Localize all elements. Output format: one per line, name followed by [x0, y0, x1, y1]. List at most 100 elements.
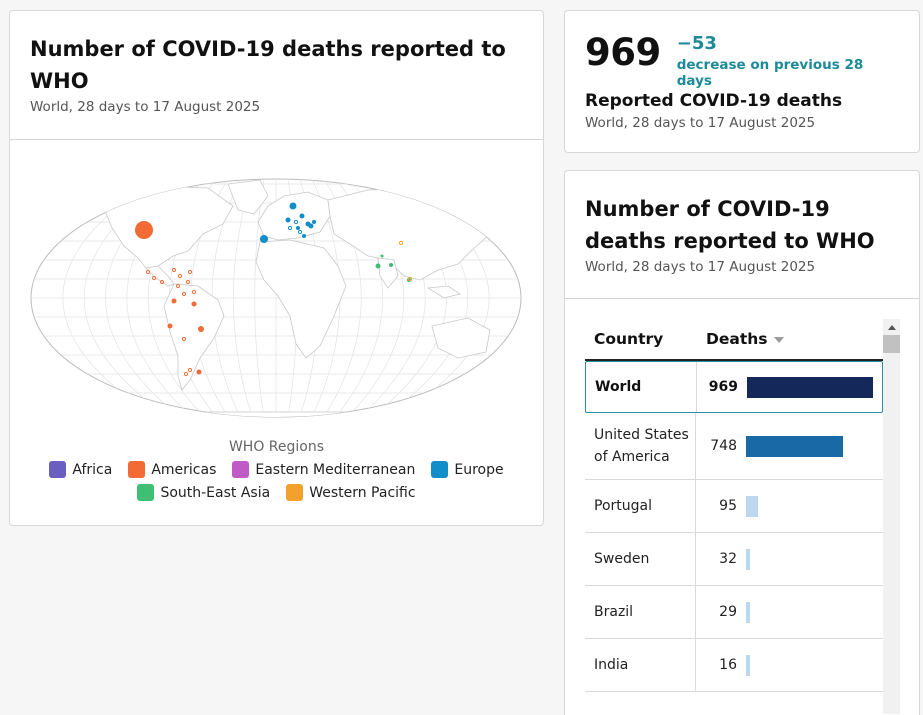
legend-swatch [137, 484, 155, 501]
table-row[interactable]: India 16 [585, 639, 883, 692]
map-point-americas[interactable] [191, 301, 197, 307]
kpi-card: 969 −53 decrease on previous 28 days Rep… [564, 10, 920, 153]
deaths-bar [746, 654, 750, 676]
world-map[interactable] [28, 176, 524, 421]
map-point-sea[interactable] [380, 254, 384, 258]
table-row-selected[interactable]: World 969 [585, 361, 883, 413]
map-point-sweden[interactable] [289, 202, 297, 210]
cell-country: Sweden [585, 533, 696, 585]
legend-item-americas[interactable]: Americas [128, 461, 216, 478]
map-point-sea[interactable] [389, 263, 393, 267]
cell-country: Brazil [585, 586, 696, 638]
map-point-americas[interactable] [183, 371, 189, 377]
cell-country: Portugal [585, 480, 696, 532]
cell-bar [746, 480, 883, 532]
table-row[interactable]: Portugal 95 [585, 480, 883, 533]
cell-bar [746, 639, 883, 691]
map-point-americas[interactable] [177, 273, 183, 279]
map-point-europe[interactable] [296, 226, 300, 230]
legend-item-eastern-mediterranean[interactable]: Eastern Mediterranean [232, 461, 415, 478]
map-point-americas[interactable] [196, 369, 202, 375]
map-point-americas[interactable] [191, 289, 197, 295]
deaths-bar [747, 376, 873, 398]
legend-row-1: Africa Americas Eastern Mediterranean Eu… [10, 461, 543, 478]
map-point-americas[interactable] [181, 291, 187, 297]
map-point-europe[interactable] [299, 213, 305, 219]
legend-item-africa[interactable]: Africa [49, 461, 112, 478]
legend-swatch [431, 461, 449, 478]
kpi-change: −53 decrease on previous 28 days [676, 31, 899, 90]
cell-deaths-value: 748 [710, 438, 737, 454]
map-point-americas[interactable] [171, 298, 177, 304]
map-point-europe[interactable] [285, 217, 291, 223]
map-point-europe[interactable] [302, 234, 306, 238]
kpi-label: Reported COVID-19 deaths [585, 91, 843, 111]
table-card-header: Number of COVID-19 deaths reported to WH… [565, 171, 919, 299]
deaths-table: Country Deaths World 969 United States of … [585, 319, 883, 692]
map-point-americas[interactable] [198, 326, 204, 332]
table-scrollbar[interactable] [883, 319, 900, 714]
scroll-up-button[interactable] [883, 319, 900, 335]
map-point-portugal[interactable] [260, 235, 268, 243]
cell-bar [746, 586, 883, 638]
cell-country: United States of America [585, 413, 696, 479]
deaths-bar [746, 435, 843, 457]
map-point-europe[interactable] [293, 219, 299, 225]
map-point-americas[interactable] [181, 336, 187, 342]
table-row[interactable]: Brazil 29 [585, 586, 883, 639]
map-point-americas[interactable] [159, 279, 165, 285]
column-header-deaths[interactable]: Deaths [696, 330, 784, 348]
table-header: Country Deaths [585, 319, 883, 361]
cell-country: World [586, 362, 697, 412]
map-point-americas[interactable] [167, 323, 173, 329]
map-point-europe[interactable] [287, 225, 293, 231]
table-row[interactable]: Sweden 32 [585, 533, 883, 586]
map-title: Number of COVID-19 deaths reported to WH… [30, 37, 506, 93]
kpi-delta: −53 [676, 33, 717, 54]
legend-label: Africa [72, 461, 113, 478]
legend-swatch [49, 461, 67, 478]
cell-deaths-value: 95 [719, 498, 737, 514]
legend-item-europe[interactable]: Europe [431, 461, 504, 478]
map-point-wpac[interactable] [407, 276, 413, 282]
map-point-europe[interactable] [297, 229, 303, 235]
map-point-india[interactable] [375, 263, 381, 269]
kpi-subtitle: World, 28 days to 17 August 2025 [585, 115, 816, 131]
cell-bar [747, 362, 882, 412]
deaths-bar [746, 548, 750, 570]
cell-bar [746, 533, 883, 585]
scroll-up-icon [887, 324, 896, 330]
legend-label: Americas [151, 461, 217, 478]
map-point-usa[interactable] [135, 221, 153, 239]
legend-label: South-East Asia [160, 484, 271, 501]
map-point-wpac[interactable] [398, 240, 404, 246]
table-title: Number of COVID-19 deaths reported to WH… [585, 197, 875, 253]
map-subtitle: World, 28 days to 17 August 2025 [30, 99, 261, 115]
map-point-europe[interactable] [308, 223, 314, 229]
table-body: World 969 United States of America 748 Portu… [585, 361, 883, 692]
legend-row-2: South-East Asia Western Pacific [10, 484, 543, 501]
cell-country: India [585, 639, 696, 691]
legend-item-western-pacific[interactable]: Western Pacific [286, 484, 416, 501]
map-point-americas[interactable] [187, 269, 193, 275]
cell-deaths-value: 29 [719, 604, 737, 620]
map-point-americas[interactable] [145, 269, 151, 275]
map-data-points[interactable] [135, 202, 413, 377]
map-point-americas[interactable] [175, 283, 181, 289]
map-point-americas[interactable] [171, 267, 177, 273]
legend-item-south-east-asia[interactable]: South-East Asia [137, 484, 270, 501]
scroll-thumb[interactable] [883, 335, 900, 353]
kpi-value: 969 [585, 31, 661, 74]
map-point-americas[interactable] [151, 275, 157, 281]
column-header-country[interactable]: Country [594, 330, 664, 348]
sort-descending-icon[interactable] [773, 337, 784, 343]
legend-label: Western Pacific [309, 484, 416, 501]
cell-deaths-value: 32 [719, 551, 737, 567]
table-row[interactable]: United States of America 748 [585, 413, 883, 480]
map-point-europe[interactable] [312, 220, 316, 224]
kpi-change-description: decrease on previous 28 days [676, 57, 864, 89]
legend-swatch [128, 461, 146, 478]
map-point-americas[interactable] [187, 367, 193, 373]
table-subtitle: World, 28 days to 17 August 2025 [585, 259, 816, 275]
map-point-americas[interactable] [185, 279, 191, 285]
